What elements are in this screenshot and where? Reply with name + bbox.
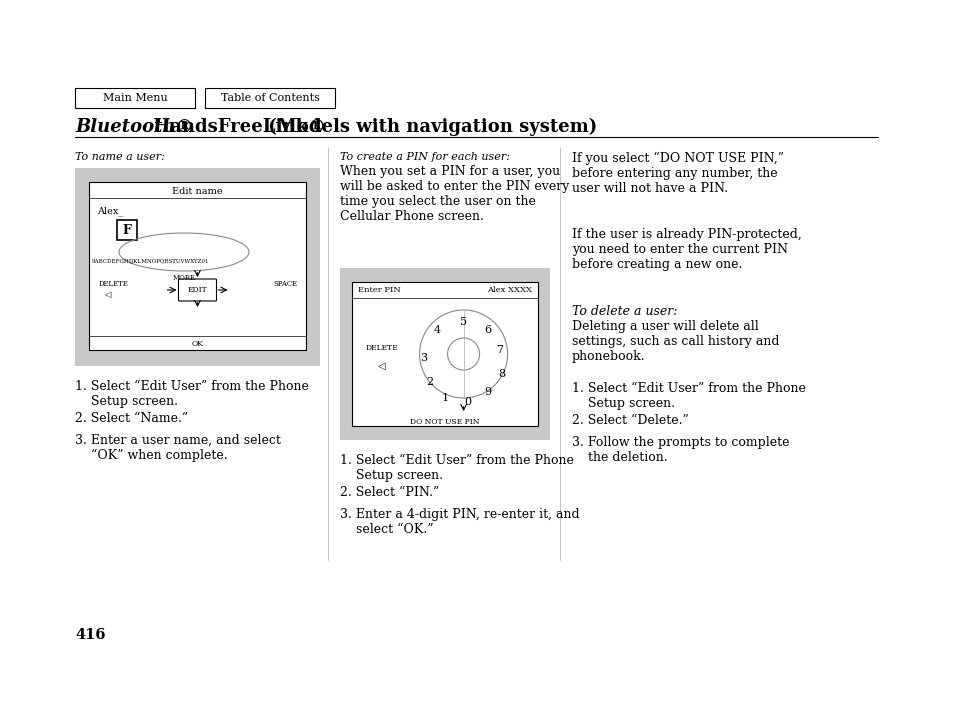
Text: 2. Select “Delete.”: 2. Select “Delete.”	[572, 414, 688, 427]
Text: 9ABCDEFGHIJKLMNOPQRSTUVWXYZ01: 9ABCDEFGHIJKLMNOPQRSTUVWXYZ01	[91, 259, 210, 265]
Text: When you set a PIN for a user, you
will be asked to enter the PIN every
time you: When you set a PIN for a user, you will …	[339, 165, 569, 223]
Text: 2: 2	[426, 377, 433, 387]
Circle shape	[447, 338, 479, 370]
Text: 1. Select “Edit User” from the Phone
    Setup screen.: 1. Select “Edit User” from the Phone Set…	[75, 380, 309, 408]
Text: 9: 9	[483, 387, 491, 397]
Bar	[205, 88, 335, 108]
Text: Table of Contents: Table of Contents	[220, 93, 319, 103]
Text: ◁: ◁	[377, 361, 385, 371]
Text: 1. Select “Edit User” from the Phone
    Setup screen.: 1. Select “Edit User” from the Phone Set…	[572, 382, 805, 410]
Text: Enter PIN: Enter PIN	[357, 286, 400, 294]
Text: ◁: ◁	[104, 290, 111, 300]
Text: 7: 7	[496, 345, 502, 355]
Text: Alex XXXX: Alex XXXX	[486, 286, 532, 294]
Text: 4: 4	[434, 325, 440, 335]
Text: 1: 1	[441, 393, 449, 403]
Text: Bluetooth®: Bluetooth®	[75, 118, 193, 136]
Text: To name a user:: To name a user:	[75, 152, 165, 162]
Text: Alex_: Alex_	[97, 206, 123, 216]
Text: SPACE: SPACE	[274, 280, 297, 288]
Text: Main Menu: Main Menu	[103, 93, 167, 103]
Text: 3. Enter a 4-digit PIN, re-enter it, and
    select “OK.”: 3. Enter a 4-digit PIN, re-enter it, and…	[339, 508, 579, 536]
Bar	[117, 220, 137, 240]
Text: 2. Select “PIN.”: 2. Select “PIN.”	[339, 486, 438, 499]
Text: 416: 416	[75, 628, 106, 642]
Text: 0: 0	[463, 397, 471, 407]
Bar	[75, 168, 319, 366]
Text: To delete a user:: To delete a user:	[572, 305, 677, 318]
Text: HandsFreeLink®: HandsFreeLink®	[147, 118, 326, 136]
Text: Deleting a user will delete all
settings, such as call history and
phonebook.: Deleting a user will delete all settings…	[572, 320, 779, 363]
Text: 2. Select “Name.”: 2. Select “Name.”	[75, 412, 188, 425]
Text: 8: 8	[497, 369, 505, 379]
Text: DO NOT USE PIN: DO NOT USE PIN	[410, 418, 479, 426]
Text: Edit name: Edit name	[172, 187, 223, 195]
Text: (Models with navigation system): (Models with navigation system)	[262, 118, 597, 136]
Text: 3: 3	[419, 353, 427, 363]
Text: EDIT: EDIT	[188, 286, 207, 294]
Text: 1. Select “Edit User” from the Phone
    Setup screen.: 1. Select “Edit User” from the Phone Set…	[339, 454, 574, 482]
Bar	[75, 88, 194, 108]
Text: 5: 5	[459, 317, 467, 327]
Text: If you select “DO NOT USE PIN,”
before entering any number, the
user will not ha: If you select “DO NOT USE PIN,” before e…	[572, 152, 783, 195]
Bar	[339, 268, 550, 440]
Text: MORE: MORE	[172, 274, 195, 282]
Text: F: F	[122, 224, 132, 236]
Text: OK: OK	[192, 340, 203, 348]
Text: 6: 6	[483, 325, 491, 335]
Text: If the user is already PIN-protected,
you need to enter the current PIN
before c: If the user is already PIN-protected, yo…	[572, 228, 801, 271]
Text: 3. Enter a user name, and select
    “OK” when complete.: 3. Enter a user name, and select “OK” wh…	[75, 434, 280, 462]
Bar	[89, 182, 306, 350]
Text: DELETE: DELETE	[365, 344, 398, 352]
Text: To create a PIN for each user:: To create a PIN for each user:	[339, 152, 510, 162]
FancyBboxPatch shape	[178, 279, 216, 301]
Bar	[352, 282, 537, 426]
Text: DELETE: DELETE	[99, 280, 129, 288]
Text: 3. Follow the prompts to complete
    the deletion.: 3. Follow the prompts to complete the de…	[572, 436, 789, 464]
